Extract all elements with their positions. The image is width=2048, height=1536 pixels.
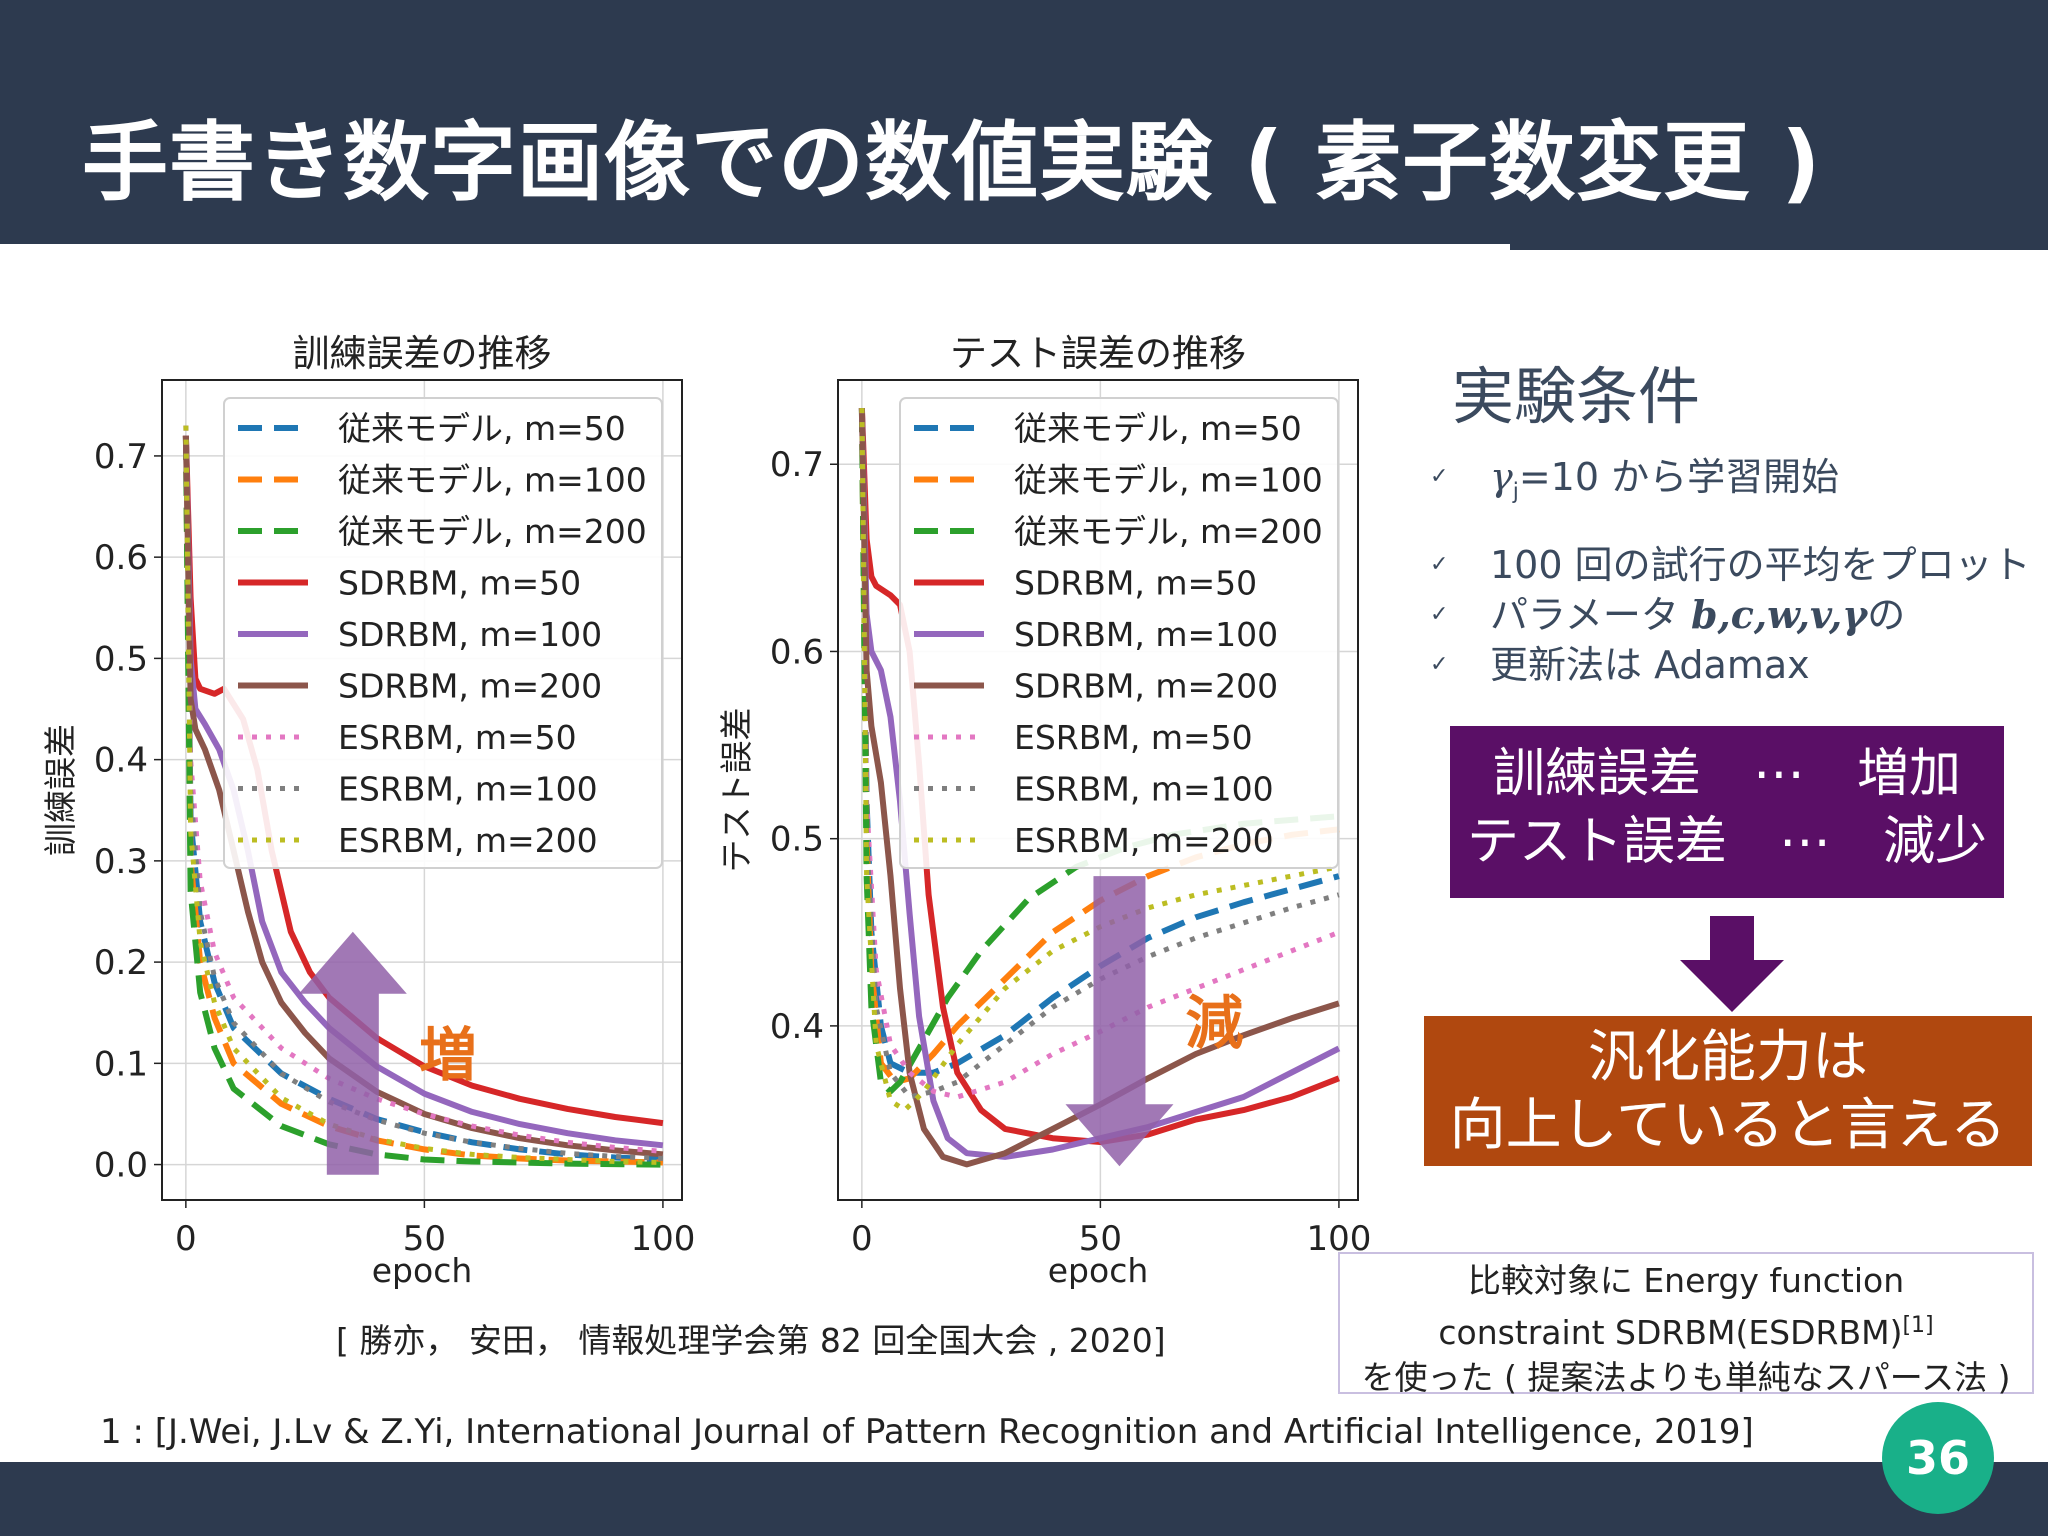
series-line bbox=[182, 435, 664, 1127]
conditions-heading: 実験条件 bbox=[1452, 360, 1701, 433]
series-line bbox=[182, 435, 664, 1163]
series-line bbox=[858, 407, 1340, 1145]
legend-label: 従来モデル, m=100 bbox=[1014, 461, 1323, 500]
footer-bar bbox=[0, 1462, 2048, 1536]
series-line bbox=[182, 435, 664, 1158]
x-axis-label: epoch bbox=[1048, 1251, 1149, 1290]
arrow-up-icon bbox=[298, 931, 407, 1175]
footnote: 1 : [J.Wei, J.Lv & Z.Yi, International J… bbox=[100, 1412, 1754, 1452]
legend-label: ESRBM, m=200 bbox=[338, 821, 598, 860]
slide-title: 手書き数字画像での数値実験 ( 素子数変更 ) bbox=[82, 113, 1822, 213]
legend-label: ESRBM, m=100 bbox=[1014, 770, 1274, 809]
legend-label: 従来モデル, m=200 bbox=[338, 512, 647, 551]
legend-label: ESRBM, m=50 bbox=[338, 718, 577, 757]
conditions-list: ✓ γj=10 から学習開始 ✓ 100 回の試行の平均をプロット ✓ パラメー… bbox=[1430, 452, 2031, 690]
check-icon: ✓ bbox=[1430, 551, 1449, 577]
x-tick-label: 50 bbox=[1079, 1219, 1122, 1259]
legend-label: ESRBM, m=200 bbox=[1014, 821, 1274, 860]
series-line bbox=[859, 408, 1340, 1100]
y-tick-label: 0.7 bbox=[770, 445, 824, 485]
y-tick-label: 0.5 bbox=[770, 820, 824, 860]
series-line bbox=[859, 408, 1340, 1113]
y-tick-label: 0.7 bbox=[94, 437, 148, 477]
arrow-down-icon bbox=[1680, 916, 1784, 1012]
condition-item: ✓ 更新法は Adamax bbox=[1430, 640, 2031, 690]
legend-label: SDRBM, m=200 bbox=[1014, 667, 1278, 706]
legend-label: ESRBM, m=100 bbox=[338, 770, 598, 809]
legend-box bbox=[899, 397, 1339, 869]
title-bar: 手書き数字画像での数値実験 ( 素子数変更 ) bbox=[0, 0, 2048, 252]
legend-label: 従来モデル, m=50 bbox=[1014, 409, 1302, 448]
y-axis-label: 訓練誤差 bbox=[41, 724, 80, 856]
y-tick-label: 0.3 bbox=[94, 842, 148, 882]
check-icon: ✓ bbox=[1430, 601, 1449, 627]
legend-label: SDRBM, m=50 bbox=[1014, 564, 1257, 603]
y-tick-label: 0.2 bbox=[94, 943, 148, 983]
check-icon: ✓ bbox=[1430, 464, 1449, 489]
y-axis-label: テスト誤差 bbox=[717, 708, 756, 873]
arrow-down-icon bbox=[1065, 876, 1174, 1167]
chart-title: 訓練誤差の推移 bbox=[293, 332, 552, 375]
chart-title: テスト誤差の推移 bbox=[950, 332, 1246, 375]
x-tick-label: 0 bbox=[175, 1219, 197, 1259]
parameter-symbols: b,c,w,v,γ bbox=[1690, 591, 1868, 637]
note-line-3: を使った ( 提案法よりも単純なスパース法 ) bbox=[1361, 1358, 2011, 1397]
note-line-2-text: constraint SDRBM(ESDRBM) bbox=[1438, 1313, 1903, 1352]
conclusion-box: 汎化能力は 向上していると言える bbox=[1424, 1016, 2032, 1166]
title-underline bbox=[0, 244, 1510, 252]
y-tick-label: 0.5 bbox=[94, 639, 148, 679]
check-icon: ✓ bbox=[1430, 651, 1449, 677]
series-line bbox=[858, 408, 1341, 1160]
plot-frame bbox=[161, 379, 683, 1201]
condition-text: 100 回の試行の平均をプロット bbox=[1490, 542, 2031, 587]
conclusion-line-1: 汎化能力は bbox=[1588, 1025, 1868, 1090]
x-axis-label: epoch bbox=[372, 1251, 473, 1290]
condition-item: ✓ パラメータ b,c,w,v,γの bbox=[1430, 590, 2031, 640]
y-tick-label: 0.6 bbox=[94, 538, 148, 578]
legend-label: SDRBM, m=100 bbox=[1014, 615, 1278, 654]
y-tick-label: 0.1 bbox=[94, 1044, 148, 1084]
note-line-1: 比較対象に Energy function bbox=[1467, 1261, 1905, 1300]
series-line bbox=[182, 435, 664, 1149]
y-tick-label: 0.4 bbox=[770, 1007, 824, 1047]
condition-text: 更新法は Adamax bbox=[1490, 642, 1810, 687]
note-reference: [1] bbox=[1902, 1313, 1934, 1338]
x-tick-label: 100 bbox=[630, 1219, 695, 1259]
conclusion-line-2: 向上していると言える bbox=[1449, 1093, 2007, 1158]
condition-text: =10 から学習開始 bbox=[1518, 455, 1840, 499]
series-line bbox=[858, 408, 1340, 1095]
summary-test-line: テスト誤差 ⋯ 減少 bbox=[1466, 812, 1987, 872]
condition-item: ✓ γj=10 から学習開始 bbox=[1430, 452, 2031, 518]
y-tick-label: 0.6 bbox=[770, 632, 824, 672]
summary-box: 訓練誤差 ⋯ 増加 テスト誤差 ⋯ 減少 bbox=[1450, 726, 2004, 898]
annotation-label: 減 bbox=[1185, 989, 1243, 1057]
summary-train-line: 訓練誤差 ⋯ 増加 bbox=[1492, 744, 1961, 804]
condition-item: ✓ 100 回の試行の平均をプロット bbox=[1430, 540, 2031, 590]
note-line-2: constraint SDRBM(ESDRBM)[1] bbox=[1340, 1303, 2032, 1355]
comparison-note: 比較対象に Energy function constraint SDRBM(E… bbox=[1338, 1252, 2034, 1397]
legend-label: 従来モデル, m=50 bbox=[338, 409, 626, 448]
condition-text: パラメータ bbox=[1490, 592, 1691, 637]
legend-label: ESRBM, m=50 bbox=[1014, 718, 1253, 757]
plot-frame bbox=[837, 379, 1359, 1201]
gamma-symbol: γ bbox=[1490, 455, 1513, 499]
legend-label: SDRBM, m=200 bbox=[338, 667, 602, 706]
legend-label: SDRBM, m=50 bbox=[338, 564, 581, 603]
page-number-badge: 36 bbox=[1882, 1402, 1994, 1514]
series-line bbox=[858, 408, 1340, 1168]
legend-label: 従来モデル, m=200 bbox=[1014, 512, 1323, 551]
x-tick-label: 0 bbox=[851, 1219, 873, 1259]
legend-box bbox=[223, 397, 663, 869]
legend-label: 従来モデル, m=100 bbox=[338, 461, 647, 500]
y-tick-label: 0.0 bbox=[94, 1146, 148, 1186]
x-tick-label: 50 bbox=[403, 1219, 446, 1259]
annotation-label: 増 bbox=[419, 1021, 477, 1089]
citation: [ 勝亦， 安田， 情報処理学会第 82 回全国大会 , 2020] bbox=[336, 1321, 1166, 1360]
y-tick-label: 0.4 bbox=[94, 741, 148, 781]
legend-label: SDRBM, m=100 bbox=[338, 615, 602, 654]
gamma-subscript: j bbox=[1512, 479, 1519, 505]
condition-suffix: の bbox=[1867, 592, 1906, 637]
